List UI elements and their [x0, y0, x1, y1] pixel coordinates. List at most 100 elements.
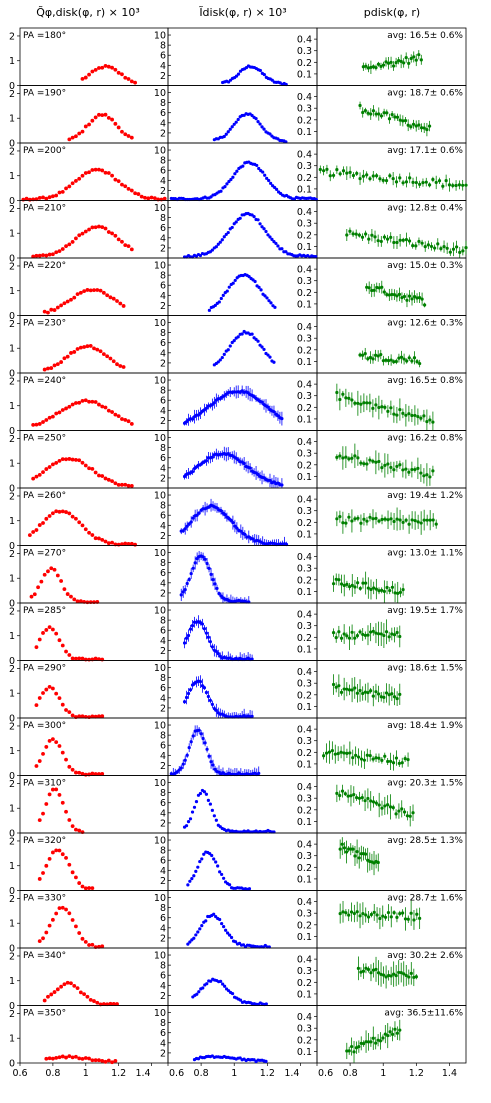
p-data-point — [398, 238, 402, 242]
p-data-point — [454, 183, 458, 188]
i-data-point — [182, 700, 187, 704]
q-data-point — [44, 628, 49, 632]
i-data-point — [194, 869, 198, 874]
p-data-point — [359, 1041, 363, 1045]
panel-frame — [316, 1005, 467, 1064]
p-data-point — [390, 292, 394, 297]
q-data-point — [55, 987, 60, 992]
q-data-point — [111, 1002, 116, 1006]
q-data-point — [44, 253, 49, 258]
p-data-point — [381, 1036, 385, 1040]
i-data-point — [202, 852, 206, 856]
p-data-point — [347, 515, 351, 519]
q-data-point — [78, 290, 83, 295]
y-tick-label: 0.2 — [297, 633, 312, 644]
pa-label: PA =260° — [23, 491, 66, 501]
p-data-point — [404, 413, 408, 417]
p-data-point — [401, 411, 405, 415]
q-data-point — [87, 886, 91, 890]
i-data-point — [223, 184, 227, 189]
q-data-point — [93, 400, 98, 404]
q-data-point — [118, 301, 123, 306]
i-data-point — [200, 923, 204, 928]
q-data-point — [126, 541, 131, 546]
p-data-point — [422, 126, 426, 130]
i-data-point — [257, 285, 261, 289]
i-data-point — [260, 225, 264, 229]
avg-label: avg: 17.1± 0.6% — [387, 146, 463, 156]
q-data-point — [60, 509, 65, 514]
pa-label: PA =300° — [23, 721, 66, 731]
p-data-point — [356, 755, 361, 759]
i-data-point — [233, 172, 237, 176]
y-tick-label: 0.2 — [297, 920, 312, 931]
p-data-point — [369, 630, 373, 634]
p-data-point — [386, 61, 391, 65]
q-data-point — [77, 881, 82, 885]
y-tick-label: 0.4 — [297, 840, 312, 851]
y-tick-label: 0.1 — [297, 759, 312, 770]
i-data-point — [204, 459, 209, 463]
i-data-point — [220, 355, 224, 360]
y-tick-label: 2 — [9, 664, 15, 675]
y-tick-label: 0.4 — [297, 92, 312, 103]
q-data-point — [74, 656, 78, 661]
q-data-point — [116, 70, 121, 75]
p-data-point — [338, 847, 342, 851]
y-tick-label: 0.3 — [297, 736, 312, 747]
y-tick-label: 0.2 — [297, 230, 312, 241]
p-data-point — [345, 233, 349, 237]
i-data-point — [213, 767, 217, 771]
y-tick-label: 1 — [9, 229, 15, 240]
q-data-point — [93, 1058, 98, 1063]
q-data-point — [50, 414, 55, 419]
p-data-point — [342, 751, 346, 755]
q-data-point — [67, 1054, 72, 1059]
q-data-point — [75, 292, 80, 296]
p-data-point — [342, 846, 347, 850]
y-tick-label: 8 — [160, 558, 166, 569]
q-data-point — [67, 511, 72, 516]
i-data-point — [221, 982, 225, 986]
y-tick-label: 0 — [9, 944, 15, 955]
i-data-point — [203, 741, 207, 745]
y-tick-label: 10 — [154, 31, 166, 42]
q-data-point — [87, 122, 91, 127]
i-data-point — [196, 930, 200, 934]
q-data-point — [41, 521, 45, 525]
y-tick-label: 4 — [160, 1038, 166, 1049]
i-data-point — [233, 278, 237, 283]
q-data-point — [129, 79, 134, 84]
p-data-point — [369, 65, 373, 69]
q-data-point — [49, 366, 54, 370]
y-tick-label: 2 — [9, 1009, 15, 1020]
p-data-point — [363, 852, 368, 856]
q-data-point — [47, 465, 52, 469]
i-data-point — [197, 990, 201, 994]
y-tick-label: 0.4 — [297, 955, 312, 966]
i-data-point — [213, 303, 217, 307]
q-data-point — [69, 297, 73, 302]
p-data-point — [412, 975, 416, 979]
p-data-point — [416, 466, 420, 470]
p-data-point — [395, 630, 399, 635]
p-data-point — [374, 631, 378, 635]
q-data-point — [47, 514, 52, 518]
q-data-point — [37, 422, 42, 426]
p-data-point — [411, 243, 415, 248]
i-data-point — [252, 215, 256, 219]
y-tick-label: 2 — [9, 606, 15, 617]
p-data-point — [347, 457, 351, 461]
i-data-point — [210, 702, 214, 706]
p-data-point — [414, 58, 418, 62]
q-data-point — [82, 992, 87, 997]
y-tick-label: 6 — [160, 626, 166, 637]
i-data-point — [208, 698, 212, 703]
q-data-point — [110, 231, 114, 236]
y-tick-label: 8 — [160, 673, 166, 684]
p-data-point — [436, 242, 440, 246]
p-data-point — [380, 806, 384, 810]
q-data-point — [93, 167, 98, 172]
p-data-point — [379, 64, 383, 69]
q-data-point — [116, 237, 121, 242]
